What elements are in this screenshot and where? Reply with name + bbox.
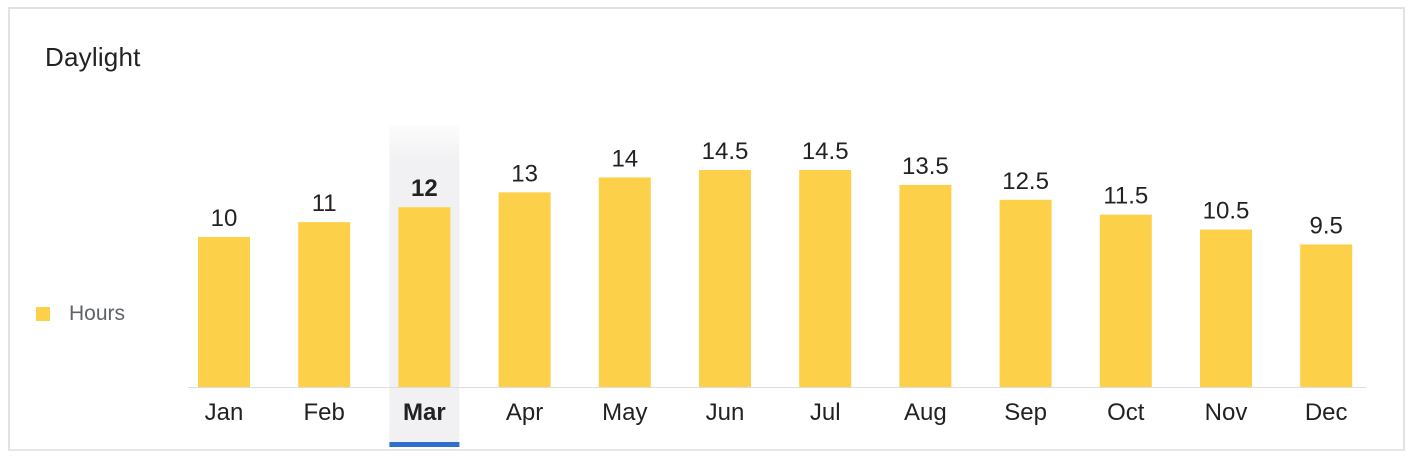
bar-aug[interactable] (899, 184, 952, 387)
value-label-jan: 10 (211, 205, 238, 232)
bar-mar[interactable] (398, 207, 451, 387)
value-label-jun: 14.5 (702, 138, 749, 165)
card-bottom-divider (8, 449, 1405, 451)
month-tick-apr[interactable]: Apr (506, 399, 543, 426)
value-label-sep: 12.5 (1002, 168, 1049, 195)
bar-jul[interactable] (799, 170, 852, 387)
month-tick-jul[interactable]: Jul (810, 399, 841, 426)
bar-jun[interactable] (699, 170, 751, 387)
month-tick-aug[interactable]: Aug (904, 399, 947, 426)
month-tick-jan[interactable]: Jan (205, 399, 244, 426)
bar-jan[interactable] (198, 237, 250, 387)
legend-label: Hours (69, 302, 126, 325)
month-tick-jun[interactable]: Jun (706, 399, 745, 426)
value-label-apr: 13 (511, 160, 538, 187)
bar-oct[interactable] (1099, 214, 1152, 387)
bar-dec[interactable] (1300, 244, 1353, 387)
value-label-oct: 11.5 (1103, 183, 1148, 210)
value-label-aug: 13.5 (902, 153, 949, 180)
value-label-mar: 12 (411, 175, 438, 202)
month-tick-may[interactable]: May (602, 399, 647, 426)
value-labels-layer: 10 11 12 13 14 14.5 14.5 13.5 12.5 11.5 10.5 9.5 (211, 138, 1343, 239)
month-tick-dec[interactable]: Dec (1305, 399, 1348, 426)
tick-labels-layer: Jan Feb Mar Apr May Jun Jul Aug Sep Oct Nov Dec (205, 399, 1348, 426)
bar-apr[interactable] (498, 192, 551, 387)
chart-title: Daylight (45, 42, 141, 72)
bar-may[interactable] (598, 177, 651, 387)
value-label-may: 14 (611, 145, 638, 172)
selected-month-underline (389, 442, 460, 447)
month-tick-feb[interactable]: Feb (304, 399, 345, 426)
chart-legend: Hours (36, 302, 125, 326)
value-label-jul: 14.5 (802, 138, 849, 165)
legend-swatch (36, 307, 50, 321)
bar-nov[interactable] (1200, 229, 1252, 387)
value-label-nov: 10.5 (1203, 198, 1250, 225)
value-label-dec: 9.5 (1310, 212, 1343, 239)
month-tick-nov[interactable]: Nov (1205, 399, 1248, 426)
value-label-feb: 11 (312, 190, 337, 217)
bar-sep[interactable] (999, 199, 1052, 387)
bars-layer (198, 170, 1353, 387)
month-tick-mar[interactable]: Mar (403, 399, 446, 426)
month-tick-sep[interactable]: Sep (1004, 399, 1047, 426)
bar-feb[interactable] (298, 222, 351, 387)
month-tick-oct[interactable]: Oct (1107, 399, 1145, 426)
